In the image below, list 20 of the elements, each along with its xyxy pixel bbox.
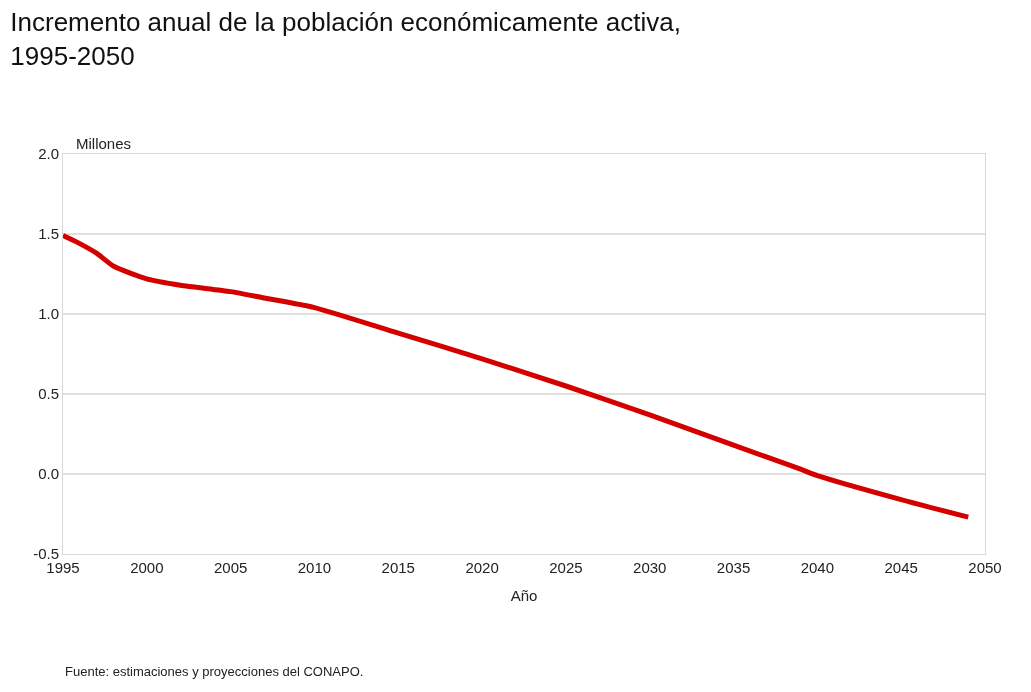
x-tick-label: 2045 xyxy=(884,559,918,576)
y-tick-label: 1.5 xyxy=(38,225,59,243)
y-tick-label: 1.0 xyxy=(38,305,59,323)
x-tick-label: 2025 xyxy=(549,559,583,576)
x-axis-title: Año xyxy=(510,587,538,604)
x-tick-label: 2050 xyxy=(968,559,1002,576)
y-tick-label: 0.0 xyxy=(38,465,59,483)
source-note: Fuente: estimaciones y proyecciones del CONAPO. xyxy=(65,664,364,679)
x-tick-label: 2020 xyxy=(465,559,499,576)
x-tick-label: 2040 xyxy=(800,559,835,576)
x-tick-label: 2000 xyxy=(130,559,164,576)
y-tick-label: 0.5 xyxy=(38,385,59,403)
y-tick-label: 2.0 xyxy=(38,145,59,163)
x-tick-label: 2035 xyxy=(716,559,751,576)
x-tick-label: 2015 xyxy=(381,559,415,576)
y-axis-title: Millones xyxy=(76,135,132,152)
x-tick-label: 2030 xyxy=(633,559,667,576)
x-tick-label: 2005 xyxy=(213,559,248,576)
chart-title: Incremento anual de la población económicamente activa, 1995-2050 xyxy=(10,7,681,71)
x-tick-label: 2010 xyxy=(297,559,332,576)
